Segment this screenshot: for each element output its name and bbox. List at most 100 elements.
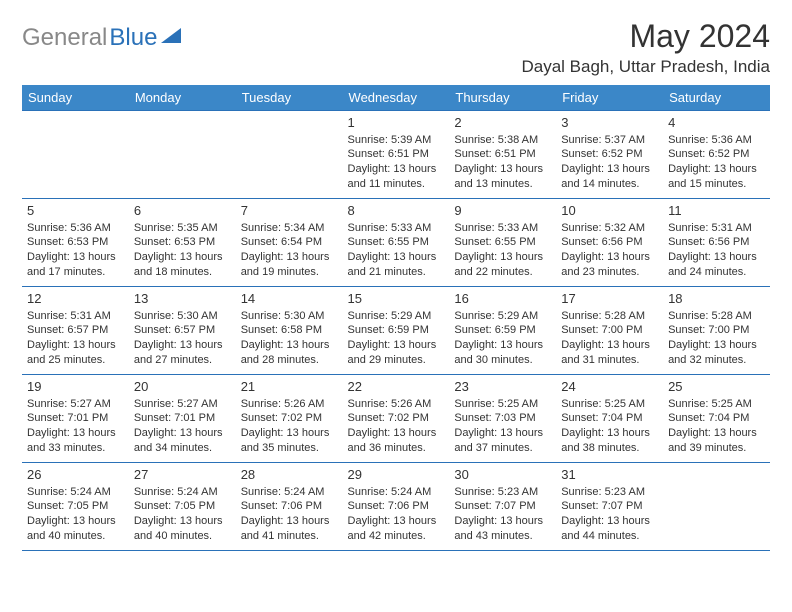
sunrise-line: Sunrise: 5:23 AM [454,485,551,500]
calendar-table: SundayMondayTuesdayWednesdayThursdayFrid… [22,85,770,551]
calendar-cell: 12Sunrise: 5:31 AMSunset: 6:57 PMDayligh… [22,287,129,375]
calendar-cell: 3Sunrise: 5:37 AMSunset: 6:52 PMDaylight… [556,111,663,199]
day-number: 21 [241,378,338,396]
daylight-line: Daylight: 13 hours and 18 minutes. [134,250,231,280]
sunset-line: Sunset: 6:56 PM [561,235,658,250]
sunset-line: Sunset: 7:04 PM [561,411,658,426]
day-number: 25 [668,378,765,396]
daylight-line: Daylight: 13 hours and 11 minutes. [348,162,445,192]
sunrise-line: Sunrise: 5:30 AM [134,309,231,324]
weekday-header: Monday [129,85,236,111]
day-number: 13 [134,290,231,308]
sunset-line: Sunset: 6:57 PM [27,323,124,338]
sunrise-line: Sunrise: 5:29 AM [454,309,551,324]
logo: GeneralBlue [22,18,183,52]
day-number: 20 [134,378,231,396]
weekday-header: Friday [556,85,663,111]
month-title: May 2024 [521,18,770,55]
daylight-line: Daylight: 13 hours and 21 minutes. [348,250,445,280]
sunrise-line: Sunrise: 5:24 AM [241,485,338,500]
location: Dayal Bagh, Uttar Pradesh, India [521,57,770,77]
daylight-line: Daylight: 13 hours and 25 minutes. [27,338,124,368]
day-number: 4 [668,114,765,132]
daylight-line: Daylight: 13 hours and 40 minutes. [27,514,124,544]
sunset-line: Sunset: 6:52 PM [668,147,765,162]
sunrise-line: Sunrise: 5:32 AM [561,221,658,236]
sunrise-line: Sunrise: 5:28 AM [668,309,765,324]
calendar-week-row: 26Sunrise: 5:24 AMSunset: 7:05 PMDayligh… [22,463,770,551]
daylight-line: Daylight: 13 hours and 23 minutes. [561,250,658,280]
day-number: 9 [454,202,551,220]
sunset-line: Sunset: 7:05 PM [27,499,124,514]
day-number: 6 [134,202,231,220]
sunrise-line: Sunrise: 5:24 AM [348,485,445,500]
sunrise-line: Sunrise: 5:34 AM [241,221,338,236]
daylight-line: Daylight: 13 hours and 40 minutes. [134,514,231,544]
sunset-line: Sunset: 6:59 PM [454,323,551,338]
calendar-week-row: 19Sunrise: 5:27 AMSunset: 7:01 PMDayligh… [22,375,770,463]
calendar-cell: 26Sunrise: 5:24 AMSunset: 7:05 PMDayligh… [22,463,129,551]
sunrise-line: Sunrise: 5:36 AM [27,221,124,236]
sunrise-line: Sunrise: 5:24 AM [27,485,124,500]
sunset-line: Sunset: 6:55 PM [454,235,551,250]
weekday-header-row: SundayMondayTuesdayWednesdayThursdayFrid… [22,85,770,111]
sunset-line: Sunset: 7:04 PM [668,411,765,426]
sunrise-line: Sunrise: 5:31 AM [668,221,765,236]
day-number: 14 [241,290,338,308]
sunrise-line: Sunrise: 5:25 AM [561,397,658,412]
calendar-cell: 30Sunrise: 5:23 AMSunset: 7:07 PMDayligh… [449,463,556,551]
calendar-cell: 8Sunrise: 5:33 AMSunset: 6:55 PMDaylight… [343,199,450,287]
sunset-line: Sunset: 7:02 PM [348,411,445,426]
daylight-line: Daylight: 13 hours and 38 minutes. [561,426,658,456]
sunset-line: Sunset: 7:02 PM [241,411,338,426]
weekday-header: Thursday [449,85,556,111]
calendar-cell [663,463,770,551]
sunrise-line: Sunrise: 5:39 AM [348,133,445,148]
sunrise-line: Sunrise: 5:33 AM [454,221,551,236]
sunrise-line: Sunrise: 5:30 AM [241,309,338,324]
calendar-cell: 24Sunrise: 5:25 AMSunset: 7:04 PMDayligh… [556,375,663,463]
daylight-line: Daylight: 13 hours and 28 minutes. [241,338,338,368]
calendar-cell: 29Sunrise: 5:24 AMSunset: 7:06 PMDayligh… [343,463,450,551]
calendar-cell: 10Sunrise: 5:32 AMSunset: 6:56 PMDayligh… [556,199,663,287]
day-number: 12 [27,290,124,308]
day-number: 22 [348,378,445,396]
day-number: 31 [561,466,658,484]
day-number: 24 [561,378,658,396]
triangle-icon [161,27,183,50]
calendar-cell: 9Sunrise: 5:33 AMSunset: 6:55 PMDaylight… [449,199,556,287]
day-number: 17 [561,290,658,308]
day-number: 2 [454,114,551,132]
sunset-line: Sunset: 7:00 PM [561,323,658,338]
daylight-line: Daylight: 13 hours and 35 minutes. [241,426,338,456]
calendar-week-row: 12Sunrise: 5:31 AMSunset: 6:57 PMDayligh… [22,287,770,375]
logo-text-gray: General [22,24,107,52]
day-number: 5 [27,202,124,220]
sunrise-line: Sunrise: 5:28 AM [561,309,658,324]
daylight-line: Daylight: 13 hours and 29 minutes. [348,338,445,368]
sunset-line: Sunset: 7:01 PM [27,411,124,426]
daylight-line: Daylight: 13 hours and 27 minutes. [134,338,231,368]
sunrise-line: Sunrise: 5:31 AM [27,309,124,324]
daylight-line: Daylight: 13 hours and 31 minutes. [561,338,658,368]
sunset-line: Sunset: 7:00 PM [668,323,765,338]
day-number: 11 [668,202,765,220]
sunset-line: Sunset: 6:54 PM [241,235,338,250]
sunset-line: Sunset: 7:07 PM [561,499,658,514]
calendar-cell: 19Sunrise: 5:27 AMSunset: 7:01 PMDayligh… [22,375,129,463]
daylight-line: Daylight: 13 hours and 13 minutes. [454,162,551,192]
header: GeneralBlue May 2024 Dayal Bagh, Uttar P… [22,18,770,77]
sunrise-line: Sunrise: 5:24 AM [134,485,231,500]
sunrise-line: Sunrise: 5:27 AM [134,397,231,412]
daylight-line: Daylight: 13 hours and 43 minutes. [454,514,551,544]
day-number: 30 [454,466,551,484]
day-number: 10 [561,202,658,220]
calendar-cell: 2Sunrise: 5:38 AMSunset: 6:51 PMDaylight… [449,111,556,199]
sunset-line: Sunset: 6:53 PM [27,235,124,250]
weekday-header: Saturday [663,85,770,111]
calendar-cell: 18Sunrise: 5:28 AMSunset: 7:00 PMDayligh… [663,287,770,375]
calendar-cell: 7Sunrise: 5:34 AMSunset: 6:54 PMDaylight… [236,199,343,287]
daylight-line: Daylight: 13 hours and 17 minutes. [27,250,124,280]
calendar-cell: 16Sunrise: 5:29 AMSunset: 6:59 PMDayligh… [449,287,556,375]
weekday-header: Sunday [22,85,129,111]
